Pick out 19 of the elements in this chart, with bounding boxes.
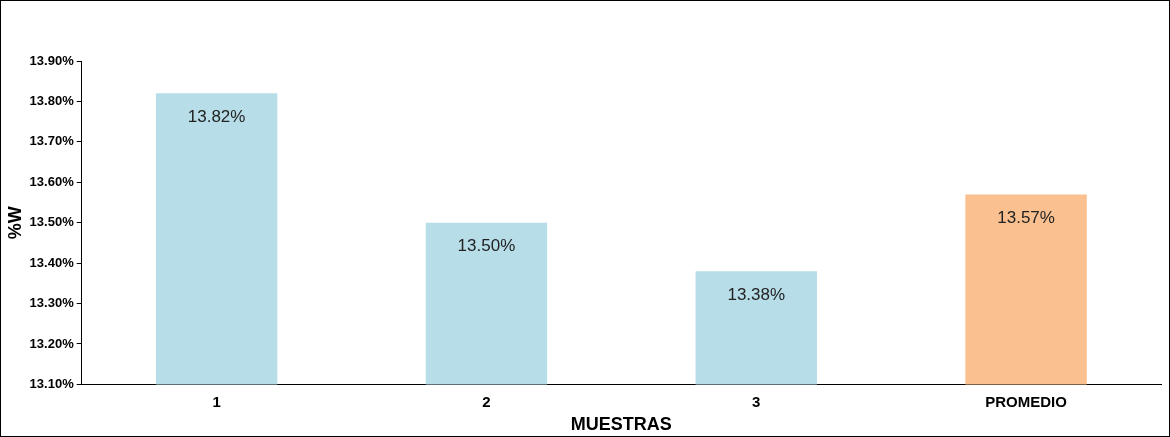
data-label: 13.38% xyxy=(727,284,786,304)
y-tick-label: 13.30% xyxy=(29,295,75,311)
y-tick-label: 13.40% xyxy=(29,254,75,270)
y-tick-label: 13.80% xyxy=(29,93,75,108)
y-tick-label: 13.70% xyxy=(29,133,75,149)
x-axis-title: MUESTRAS xyxy=(570,414,672,435)
y-tick-label: 13.90% xyxy=(29,52,75,68)
y-tick-label: 13.60% xyxy=(29,173,75,189)
y-tick-label: 13.50% xyxy=(29,214,75,230)
x-tick-label: PROMEDIO xyxy=(985,392,1068,410)
y-axis-title: %W xyxy=(4,206,25,240)
x-tick-label: 1 xyxy=(212,392,221,410)
y-tick-label: 13.20% xyxy=(29,335,75,351)
data-label: 13.82% xyxy=(187,107,246,127)
x-tick-label: 2 xyxy=(482,392,491,410)
data-label: 13.50% xyxy=(457,236,516,256)
x-tick-label: 3 xyxy=(752,392,761,410)
y-tick-label: 13.10% xyxy=(29,375,75,391)
data-label: 13.57% xyxy=(997,208,1055,228)
